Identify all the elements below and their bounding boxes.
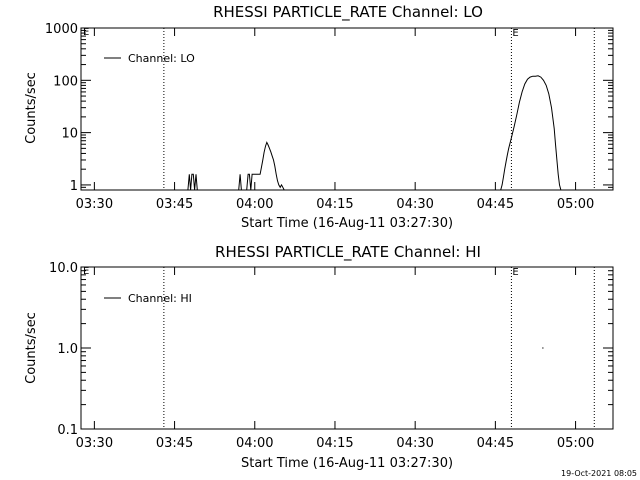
x-ticks: 03:30 03:45 04:00 04:15 04:30 04:45 05:00 bbox=[76, 28, 594, 212]
legend-label: Channel: LO bbox=[128, 52, 195, 65]
x-tick-label: 03:45 bbox=[156, 436, 193, 451]
y-tick-label: 1 bbox=[70, 179, 78, 194]
event-markers: E bbox=[163, 28, 595, 190]
x-tick-label: 05:00 bbox=[557, 197, 594, 212]
y-ticks: 0.1 1.0 10.0 bbox=[49, 261, 613, 438]
x-tick-label: 05:00 bbox=[557, 436, 594, 451]
y-tick-label: 10.0 bbox=[49, 261, 78, 276]
corner-label: E bbox=[83, 27, 89, 38]
x-tick-label: 04:30 bbox=[396, 436, 433, 451]
x-ticks: 03:30 03:45 04:00 04:15 04:30 04:45 05:00 bbox=[76, 267, 594, 451]
x-axis-label: Start Time (16-Aug-11 03:27:30) bbox=[241, 216, 453, 231]
x-axis-label: Start Time (16-Aug-11 03:27:30) bbox=[241, 456, 453, 471]
x-tick-label: 04:15 bbox=[316, 436, 353, 451]
y-tick-label: 10 bbox=[61, 127, 78, 142]
corner-label: E bbox=[83, 266, 89, 277]
chart-panel-hi: RHESSI PARTICLE_RATE Channel: HI Start T… bbox=[24, 243, 614, 471]
series-group bbox=[187, 75, 563, 191]
x-tick-label: 04:30 bbox=[396, 197, 433, 212]
y-tick-label: 1.0 bbox=[57, 342, 78, 357]
x-tick-label: 03:30 bbox=[76, 197, 113, 212]
chart-panel-lo: RHESSI PARTICLE_RATE Channel: LO Start T… bbox=[24, 3, 614, 231]
x-tick-label: 03:30 bbox=[76, 436, 113, 451]
x-tick-label: 04:00 bbox=[236, 197, 273, 212]
event-marker-label: E bbox=[512, 28, 518, 39]
x-tick-label: 04:15 bbox=[316, 197, 353, 212]
chart-title: RHESSI PARTICLE_RATE Channel: HI bbox=[215, 243, 481, 262]
x-tick-label: 04:45 bbox=[477, 197, 514, 212]
x-tick-label: 04:45 bbox=[477, 436, 514, 451]
y-tick-label: 100 bbox=[53, 74, 78, 89]
footer-date: 19-Oct-2021 08:05 bbox=[561, 469, 637, 478]
y-axis-label: Counts/sec bbox=[24, 312, 39, 384]
event-marker-label: E bbox=[512, 267, 518, 278]
y-axis-label: Counts/sec bbox=[24, 72, 39, 144]
y-tick-label: 1000 bbox=[45, 22, 78, 37]
legend-label: Channel: HI bbox=[128, 292, 192, 305]
x-tick-label: 04:00 bbox=[236, 436, 273, 451]
event-markers: E bbox=[163, 267, 595, 429]
y-ticks: 1 10 100 1000 bbox=[45, 22, 613, 194]
x-tick-label: 03:45 bbox=[156, 197, 193, 212]
series-line bbox=[187, 75, 563, 191]
y-tick-label: 0.1 bbox=[57, 423, 78, 438]
chart-title: RHESSI PARTICLE_RATE Channel: LO bbox=[213, 3, 483, 22]
